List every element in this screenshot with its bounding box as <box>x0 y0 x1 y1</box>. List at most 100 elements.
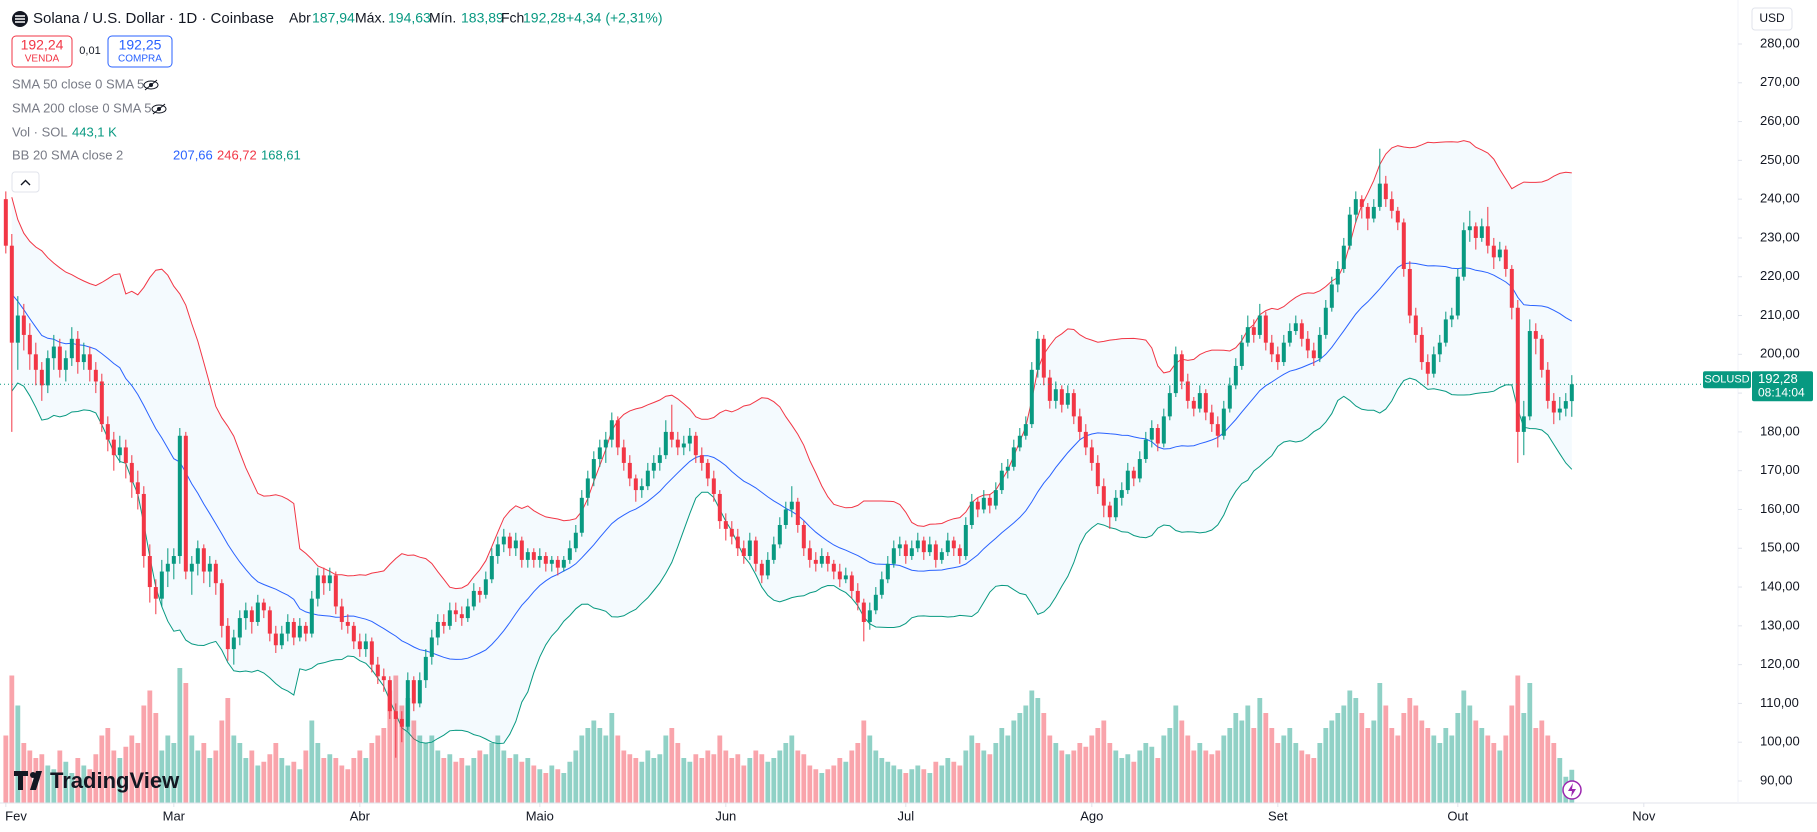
volume-bar <box>321 758 327 803</box>
buy-button[interactable] <box>107 35 173 68</box>
bb-label[interactable]: BB 20 SMA close 2 <box>12 147 123 162</box>
sma50-label[interactable]: SMA 50 close 0 SMA 5 <box>12 76 144 91</box>
x-tick-label: Jun <box>715 808 736 823</box>
candle-body <box>1095 462 1100 487</box>
candle-body <box>705 462 710 479</box>
volume-bar <box>1029 690 1035 803</box>
candle-body <box>1371 206 1376 219</box>
symbol-title[interactable]: Solana / U.S. Dollar · 1D · Coinbase <box>33 10 274 27</box>
candle-body <box>1467 226 1472 231</box>
candle-body <box>1539 338 1544 370</box>
volume-bar <box>753 750 759 803</box>
volume-bar <box>927 773 933 803</box>
sma200-label[interactable]: SMA 200 close 0 SMA 5 <box>12 100 151 115</box>
y-tick-label: 270,00 <box>1760 74 1800 89</box>
volume-bar <box>261 761 267 803</box>
eye-icon[interactable] <box>151 103 167 115</box>
volume-bar <box>249 750 255 803</box>
volume-bar <box>345 769 351 803</box>
currency-button[interactable] <box>1751 7 1793 31</box>
volume-bar <box>1209 754 1215 803</box>
plot-area <box>3 140 1575 803</box>
candle-body <box>675 439 680 448</box>
volume-bar <box>987 754 993 803</box>
volume-bar <box>1239 720 1245 803</box>
volume-bar <box>1401 713 1407 803</box>
candle-body <box>129 462 134 483</box>
candle-body <box>993 490 998 506</box>
volume-bar <box>1389 728 1395 803</box>
candle-body <box>501 536 506 545</box>
volume-bar <box>45 765 51 803</box>
volume-bar <box>1113 750 1119 803</box>
candle-body <box>375 664 380 677</box>
candle-body <box>543 556 548 564</box>
volume-bar <box>303 750 309 803</box>
volume-bar <box>645 750 651 803</box>
candle-body <box>1245 327 1250 343</box>
candle-body <box>795 501 800 525</box>
y-tick-label: 220,00 <box>1760 268 1800 283</box>
candle-body <box>1269 342 1274 355</box>
volume-bar <box>165 735 171 803</box>
candle-body <box>1479 226 1484 238</box>
volume-bar <box>633 758 639 803</box>
volume-value: 443,1 K <box>72 124 117 139</box>
candle-body <box>1311 350 1316 359</box>
candle-body <box>1365 206 1370 219</box>
candle-body <box>213 563 218 584</box>
volume-bar <box>465 765 471 803</box>
candle-body <box>1137 459 1142 479</box>
candle-body <box>1323 307 1328 335</box>
candle-body <box>1527 331 1532 417</box>
bb-lower-value: 168,61 <box>261 147 301 162</box>
candle-body <box>513 540 518 549</box>
volume-bar <box>291 761 297 803</box>
volume-bar <box>699 758 705 803</box>
volume-bar <box>1449 735 1455 803</box>
candle-body <box>1209 412 1214 425</box>
volume-bar <box>969 735 975 803</box>
candle-body <box>21 315 26 335</box>
volume-bar <box>1119 758 1125 803</box>
sell-button[interactable] <box>11 35 73 68</box>
candle-body <box>1161 416 1166 444</box>
candle-body <box>33 354 38 370</box>
volume-bar <box>1305 754 1311 803</box>
candle-body <box>1353 199 1358 215</box>
x-tick-label: Abr <box>350 808 371 823</box>
volume-bar <box>429 735 435 803</box>
candle-body <box>567 548 572 560</box>
candle-body <box>663 431 668 456</box>
volume-bar <box>285 765 291 803</box>
volume-bar <box>783 743 789 803</box>
volume-bar <box>447 754 453 803</box>
volume-bar <box>651 758 657 803</box>
collapse-button[interactable] <box>11 171 40 193</box>
volume-bar <box>861 720 867 803</box>
candle-body <box>927 544 932 553</box>
volume-bar <box>945 758 951 803</box>
volume-bar <box>615 735 621 803</box>
volume-bar <box>27 750 33 803</box>
volume-bar <box>801 754 807 803</box>
eye-icon[interactable] <box>143 79 159 91</box>
volume-bar <box>1005 735 1011 803</box>
candle-body <box>459 614 464 619</box>
volume-bar <box>585 728 591 803</box>
volume-label[interactable]: Vol · SOL <box>12 124 68 139</box>
volume-bar <box>1347 690 1353 803</box>
volume-bar <box>879 758 885 803</box>
volume-bar <box>903 773 909 803</box>
candle-body <box>969 501 974 525</box>
volume-bar <box>981 750 987 803</box>
candle-body <box>1449 315 1454 320</box>
volume-bar <box>681 758 687 803</box>
candle-body <box>753 540 758 564</box>
volume-bar <box>1125 754 1131 803</box>
volume-bar <box>729 758 735 803</box>
y-tick-label: 260,00 <box>1760 113 1800 128</box>
volume-bar <box>471 758 477 803</box>
candle-body <box>393 711 398 719</box>
